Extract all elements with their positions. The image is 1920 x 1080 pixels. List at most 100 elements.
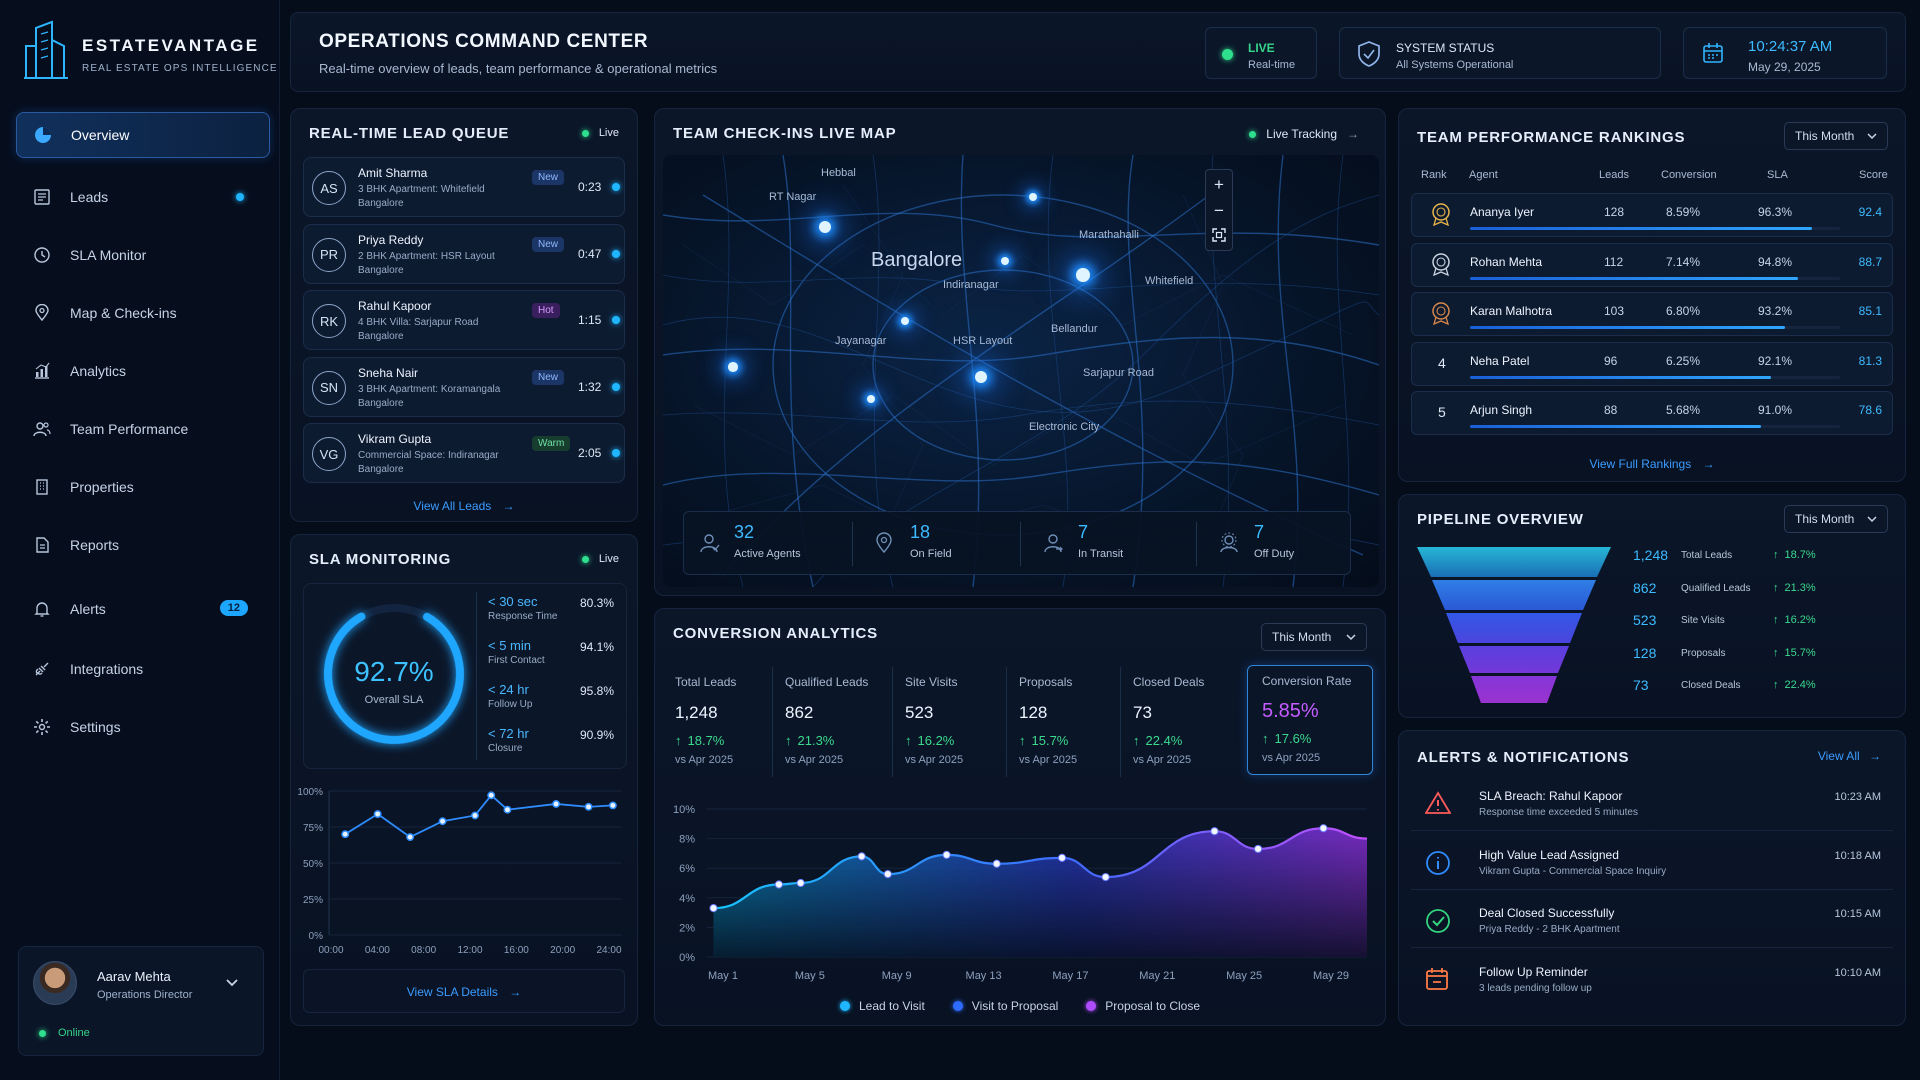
sla-metric-value: 90.9% bbox=[579, 728, 614, 742]
sidebar-item-properties[interactable]: Properties bbox=[16, 464, 270, 510]
lead-card[interactable]: VG Vikram Gupta Commercial Space: Indirana… bbox=[303, 423, 625, 483]
agent-location-pin[interactable] bbox=[818, 220, 832, 234]
agent-location-pin[interactable] bbox=[974, 370, 988, 384]
alert-description: Vikram Gupta - Commercial Space Inquiry bbox=[1479, 865, 1667, 877]
fit-view-icon[interactable] bbox=[1212, 228, 1226, 247]
online-status: Online bbox=[39, 1027, 90, 1039]
lead-card[interactable]: PR Priya Reddy 2 BHK Apartment: HSR Layout… bbox=[303, 223, 625, 284]
map-canvas[interactable]: Hebbal RT Nagar Marathahalli Indiranagar Whi… bbox=[663, 155, 1379, 587]
x-tick-label: May 1 bbox=[708, 970, 738, 982]
view-sla-details-link[interactable]: View SLA Details → bbox=[303, 969, 625, 1013]
agent-score: 78.6 bbox=[1858, 403, 1882, 417]
bell-icon bbox=[32, 599, 52, 619]
agent-score: 92.4 bbox=[1858, 205, 1882, 219]
sidebar-item-label: Alerts bbox=[70, 601, 106, 617]
avatar bbox=[33, 961, 77, 1005]
lead-card[interactable]: AS Amit Sharma 3 BHK Apartment: Whitefield… bbox=[303, 157, 625, 217]
medal-icon bbox=[1430, 202, 1452, 229]
sidebar-item-leads[interactable]: Leads bbox=[16, 174, 270, 220]
arrow-up-icon: ↑ bbox=[1773, 549, 1779, 561]
ranking-row[interactable]: 4 Neha Patel 96 6.25% 92.1% 81.3 bbox=[1411, 341, 1893, 386]
kpi-proposals[interactable]: Proposals 128 ↑ 15.7% vs Apr 2025 bbox=[1013, 667, 1121, 777]
alerts-view-all-link[interactable]: View All → bbox=[1818, 749, 1881, 763]
sidebar-item-reports[interactable]: Reports bbox=[16, 522, 270, 568]
kpi-conversion-rate[interactable]: Conversion Rate 5.85% ↑ 17.6% vs Apr 2025 bbox=[1247, 665, 1373, 775]
kpi-site-visits[interactable]: Site Visits 523 ↑ 16.2% vs Apr 2025 bbox=[899, 667, 1007, 777]
system-status[interactable]: SYSTEM STATUS All Systems Operational bbox=[1339, 27, 1661, 79]
rankings-header: Leads bbox=[1599, 169, 1629, 181]
funnel-stage-5 bbox=[1471, 676, 1557, 703]
clock-icon bbox=[32, 245, 52, 265]
rankings-period-dropdown[interactable]: This Month bbox=[1784, 122, 1888, 150]
ranking-row[interactable]: Ananya Iyer 128 8.59% 96.3% 92.4 bbox=[1411, 193, 1893, 237]
kpi-change-value: 15.7% bbox=[1031, 733, 1069, 748]
rank-number: 4 bbox=[1438, 354, 1446, 371]
kpi-closed-deals[interactable]: Closed Deals 73 ↑ 22.4% vs Apr 2025 bbox=[1127, 667, 1239, 777]
legend-item[interactable]: Visit to Proposal bbox=[952, 999, 1058, 1013]
view-all-leads-link[interactable]: View All Leads → bbox=[291, 499, 637, 513]
sla-gauge bbox=[324, 604, 464, 745]
kpi-comparison: vs Apr 2025 bbox=[1133, 754, 1192, 766]
ranking-row[interactable]: Rohan Mehta 112 7.14% 94.8% 88.7 bbox=[1411, 242, 1893, 287]
conversion-point bbox=[1319, 824, 1328, 833]
agent-location-pin[interactable] bbox=[1000, 256, 1010, 266]
sidebar-item-settings[interactable]: Settings bbox=[16, 704, 270, 750]
live-label: Live bbox=[598, 553, 619, 565]
kpi-qualified-leads[interactable]: Qualified Leads 862 ↑ 21.3% vs Apr 2025 bbox=[779, 667, 893, 777]
map-stat-value: 7 bbox=[1078, 522, 1089, 542]
kpi-change: ↑ 16.2% bbox=[905, 733, 1006, 748]
conversion-period-dropdown[interactable]: This Month bbox=[1261, 623, 1367, 651]
alert-item[interactable]: High Value Lead Assigned Vikram Gupta - C… bbox=[1411, 838, 1893, 890]
lead-card[interactable]: SN Sneha Nair 3 BHK Apartment: Koramangala… bbox=[303, 356, 625, 417]
agent-location-pin[interactable] bbox=[1076, 268, 1090, 282]
agent-location-pin[interactable] bbox=[728, 362, 738, 372]
alert-item[interactable]: SLA Breach: Rahul Kapoor Response time ex… bbox=[1411, 779, 1893, 831]
zoom-in-button[interactable]: + bbox=[1214, 175, 1224, 194]
sidebar-item-sla-monitor[interactable]: SLA Monitor bbox=[16, 232, 270, 278]
arrow-right-icon: → bbox=[502, 499, 515, 513]
chevron-down-icon bbox=[1867, 129, 1877, 143]
lead-avatar: PR bbox=[312, 237, 346, 272]
conversion-period-value: This Month bbox=[1272, 630, 1332, 644]
chevron-down-icon[interactable] bbox=[225, 975, 239, 993]
agent-sla: 92.1% bbox=[1758, 353, 1793, 368]
alert-item[interactable]: Follow Up Reminder 3 leads pending follow… bbox=[1411, 955, 1893, 1007]
lead-card[interactable]: RK Rahul Kapoor 4 BHK Villa: Sarjapur Road… bbox=[303, 290, 625, 350]
agent-location-pin[interactable] bbox=[900, 316, 910, 326]
sla-card: 92.7% Overall SLA < 30 sec Response Time 8… bbox=[303, 583, 627, 769]
alert-item[interactable]: Deal Closed Successfully Priya Reddy - 2 … bbox=[1411, 896, 1893, 948]
sidebar-item-alerts[interactable]: Alerts 12 bbox=[16, 586, 270, 632]
ranking-row[interactable]: 5 Arjun Singh 88 5.68% 91.0% 78.6 bbox=[1411, 391, 1893, 435]
live-indicator[interactable]: LIVE Real-time bbox=[1205, 27, 1317, 79]
legend-item[interactable]: Proposal to Close bbox=[1086, 999, 1200, 1013]
sidebar-item-overview[interactable]: Overview bbox=[16, 112, 270, 158]
legend-item[interactable]: Lead to Visit bbox=[839, 999, 925, 1013]
pipeline-period-dropdown[interactable]: This Month bbox=[1784, 505, 1888, 533]
kpi-total-leads[interactable]: Total Leads 1,248 ↑ 18.7% vs Apr 2025 bbox=[669, 667, 773, 777]
sidebar-item-integrations[interactable]: Integrations bbox=[16, 646, 270, 692]
conversion-point bbox=[796, 878, 805, 888]
lead-name: Vikram Gupta bbox=[358, 432, 432, 446]
ranking-row[interactable]: Karan Malhotra 103 6.80% 93.2% 85.1 bbox=[1411, 292, 1893, 336]
view-full-rankings-link[interactable]: View Full Rankings → bbox=[1399, 457, 1905, 471]
live-tracking[interactable]: Live Tracking → bbox=[1249, 127, 1359, 141]
x-tick-label: 20:00 bbox=[550, 945, 575, 956]
lead-avatar: SN bbox=[312, 370, 346, 405]
sla-point bbox=[341, 830, 350, 839]
agent-name: Karan Malhotra bbox=[1470, 304, 1553, 318]
user-card[interactable]: Aarav Mehta Operations Director Online bbox=[18, 946, 264, 1056]
sidebar-item-map-check-ins[interactable]: Map & Check-ins bbox=[16, 290, 270, 336]
agent-location-pin[interactable] bbox=[866, 394, 876, 404]
kpi-label: Closed Deals bbox=[1133, 675, 1205, 689]
datetime-widget[interactable]: 10:24:37 AM May 29, 2025 bbox=[1683, 27, 1887, 79]
funnel-stage-3 bbox=[1446, 613, 1582, 643]
sla-metric-value: 80.3% bbox=[579, 596, 614, 610]
lead-tag-badge: New bbox=[532, 236, 565, 252]
sidebar-item-analytics[interactable]: Analytics bbox=[16, 348, 270, 394]
legend-swatch bbox=[1086, 1001, 1097, 1011]
agent-leads: 112 bbox=[1604, 254, 1624, 269]
agent-location-pin[interactable] bbox=[1029, 193, 1037, 201]
sidebar-item-team-performance[interactable]: Team Performance bbox=[16, 406, 270, 452]
view-all-leads-label: View All Leads bbox=[413, 499, 492, 513]
zoom-out-button[interactable]: − bbox=[1214, 201, 1224, 220]
